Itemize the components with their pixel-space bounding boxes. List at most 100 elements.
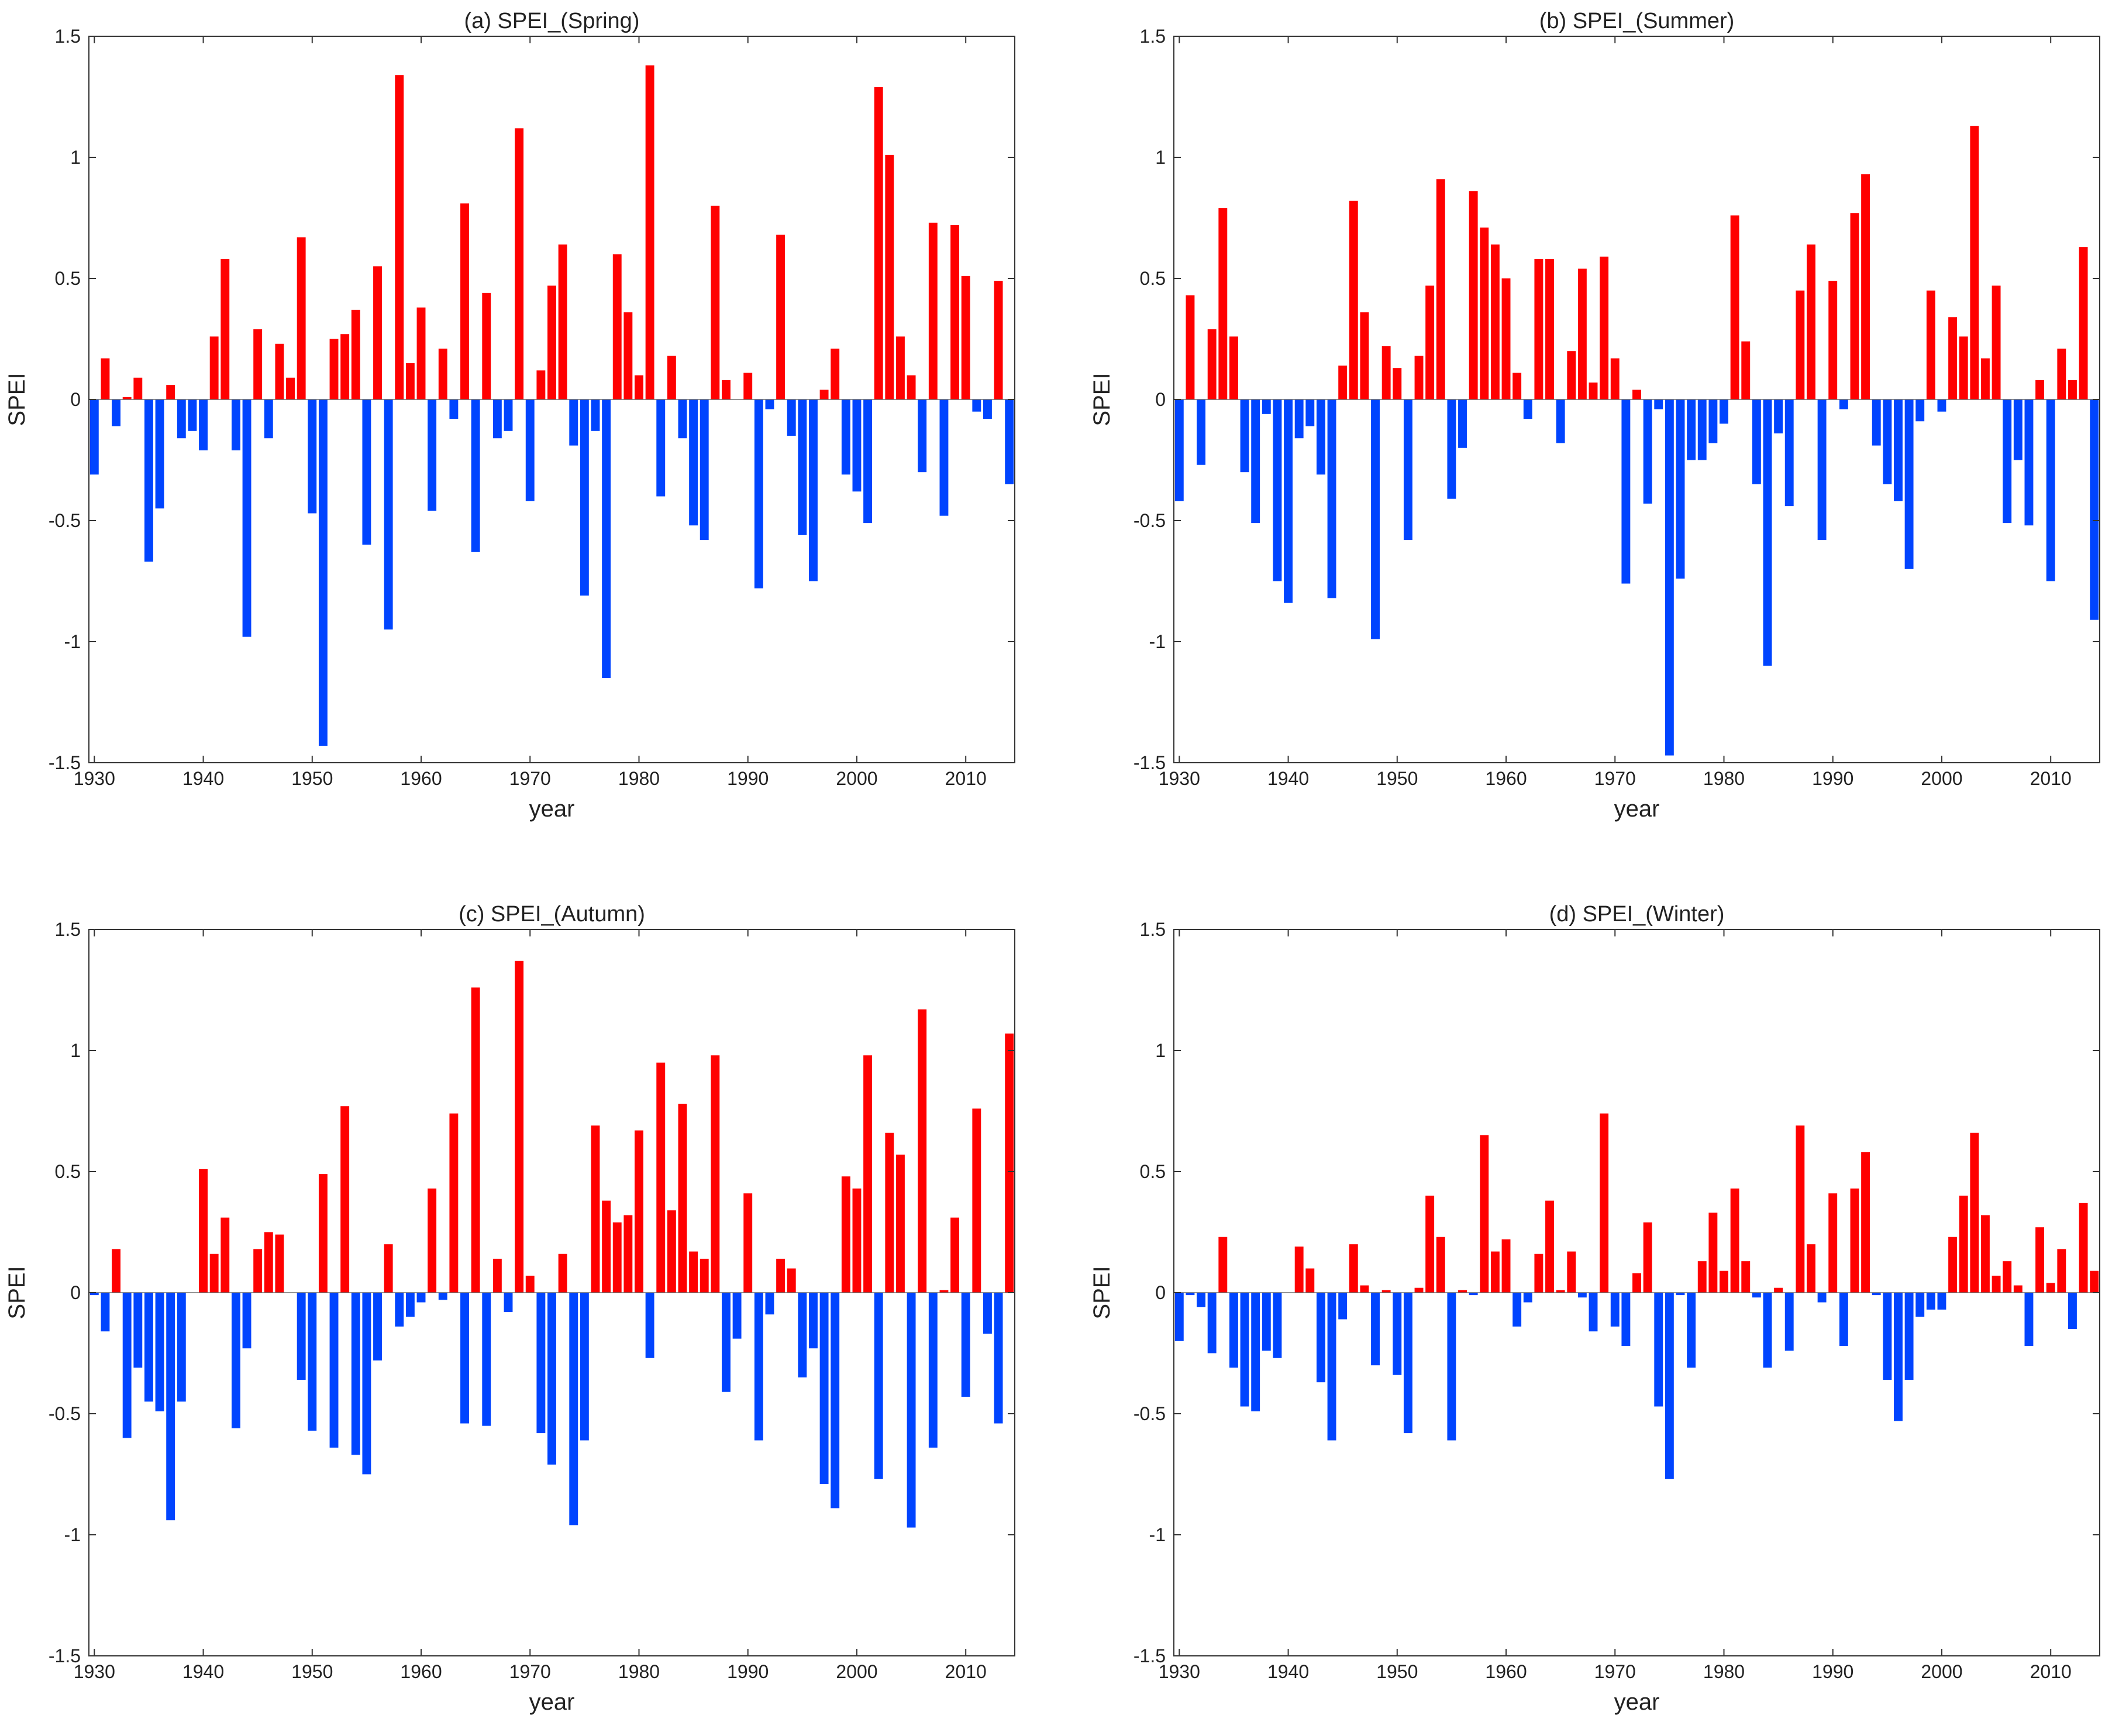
bar-1944: [242, 1293, 251, 1349]
bar-2006: [918, 1009, 927, 1293]
x-tick-label: 2010: [945, 1661, 987, 1682]
bar-1970: [525, 1276, 535, 1293]
bar-1956: [1458, 399, 1467, 448]
bar-1989: [1817, 399, 1827, 540]
y-tick-label: 0.5: [55, 268, 81, 289]
bar-2008: [2024, 1293, 2034, 1346]
bar-1961: [428, 1188, 437, 1293]
bar-1975: [580, 399, 589, 596]
bar-1962: [1523, 399, 1532, 419]
bar-1996: [1894, 1293, 1903, 1421]
bar-1983: [1752, 399, 1761, 484]
bar-1932: [112, 399, 121, 426]
bar-1931: [1186, 1293, 1195, 1296]
y-tick-label: -0.5: [49, 1403, 81, 1424]
bar-1970: [1610, 358, 1620, 399]
bar-1975: [580, 1293, 589, 1441]
bar-2003: [885, 1132, 894, 1293]
bar-1947: [275, 343, 284, 399]
bar-1986: [700, 1259, 709, 1293]
bar-1945: [253, 329, 263, 399]
bar-2004: [896, 336, 905, 399]
bar-1968: [504, 399, 513, 431]
bar-1950: [1393, 368, 1402, 399]
bar-1970: [525, 399, 535, 501]
bar-1963: [1534, 1253, 1543, 1293]
bar-1988: [722, 380, 731, 399]
bar-1967: [492, 1259, 502, 1293]
bar-1946: [264, 399, 273, 439]
bar-1980: [1720, 399, 1728, 424]
bar-1978: [612, 1222, 622, 1293]
y-tick-label: 0.5: [1140, 268, 1166, 289]
x-tick-label: 2000: [836, 1661, 877, 1682]
y-tick-label: 1: [1155, 1040, 1166, 1061]
x-tick-label: 1940: [1267, 768, 1309, 789]
bar-1957: [1469, 1293, 1478, 1296]
bar-1964: [460, 203, 469, 399]
bar-1941: [1294, 399, 1304, 439]
bar-1973: [1643, 1222, 1652, 1293]
bar-1969: [1600, 256, 1609, 399]
bar-2001: [1948, 317, 1958, 399]
bar-1933: [1207, 329, 1217, 399]
bar-1997: [819, 1293, 829, 1484]
bar-1953: [340, 1106, 350, 1293]
bar-1966: [482, 292, 491, 399]
bar-1981: [1730, 215, 1739, 399]
y-tick-label: 1: [1155, 147, 1166, 168]
bar-1960: [416, 1293, 426, 1303]
x-tick-label: 1960: [1485, 768, 1527, 789]
bar-1934: [1218, 208, 1228, 399]
bar-1968: [504, 1293, 513, 1313]
bar-1986: [1784, 1293, 1794, 1351]
bar-1930: [1174, 399, 1184, 501]
bar-1977: [602, 1200, 611, 1293]
bar-1969: [515, 960, 524, 1293]
bar-1932: [112, 1249, 121, 1293]
bar-1997: [819, 390, 829, 399]
bar-1992: [765, 399, 774, 409]
bar-1994: [787, 399, 796, 436]
bar-1951: [1403, 1293, 1412, 1434]
bar-1967: [1577, 268, 1587, 399]
bar-2003: [1970, 1132, 1979, 1293]
bar-2014: [2090, 399, 2099, 620]
bar-1949: [297, 237, 306, 399]
x-tick-label: 1990: [1812, 1661, 1853, 1682]
y-axis-label: SPEI: [1089, 1266, 1115, 1319]
bar-2007: [928, 222, 938, 399]
bar-1982: [1741, 341, 1751, 399]
bar-1995: [798, 399, 807, 535]
bar-1991: [1839, 1293, 1848, 1346]
y-tick-label: 1.5: [55, 26, 81, 47]
chart-panel-2: -1.5 -1 -0.5 0 0.5 1 1.5 1930 1940 1950 1960 1970 19…: [1089, 9, 2100, 822]
bar-2004: [1981, 1215, 1990, 1293]
bar-2009: [950, 1217, 960, 1293]
x-tick-label: 1990: [727, 768, 769, 789]
bar-1940: [199, 399, 208, 450]
bar-2014: [1005, 1034, 1014, 1293]
bar-1965: [1556, 399, 1565, 443]
x-axis-label: year: [529, 796, 575, 822]
x-tick-label: 1970: [1594, 768, 1636, 789]
bar-1991: [754, 1293, 763, 1441]
y-tick-label: -1: [1149, 631, 1166, 652]
bar-1995: [1883, 1293, 1892, 1380]
x-tick-label: 1980: [618, 768, 660, 789]
bar-1963: [449, 399, 459, 419]
bar-1983: [667, 1210, 676, 1293]
bar-1980: [635, 375, 643, 399]
bar-1959: [1490, 244, 1500, 399]
x-tick-label: 1940: [182, 1661, 224, 1682]
y-tick-label: 1: [70, 147, 81, 168]
bar-2006: [2003, 1261, 2012, 1293]
bar-1994: [1872, 399, 1881, 446]
bar-2005: [907, 375, 916, 399]
bar-2004: [1981, 358, 1990, 399]
bar-1959: [405, 363, 415, 399]
bar-1962: [438, 1293, 447, 1300]
y-tick-label: -0.5: [1133, 1403, 1166, 1424]
bar-1999: [841, 399, 850, 475]
bar-1994: [1872, 1293, 1881, 1296]
